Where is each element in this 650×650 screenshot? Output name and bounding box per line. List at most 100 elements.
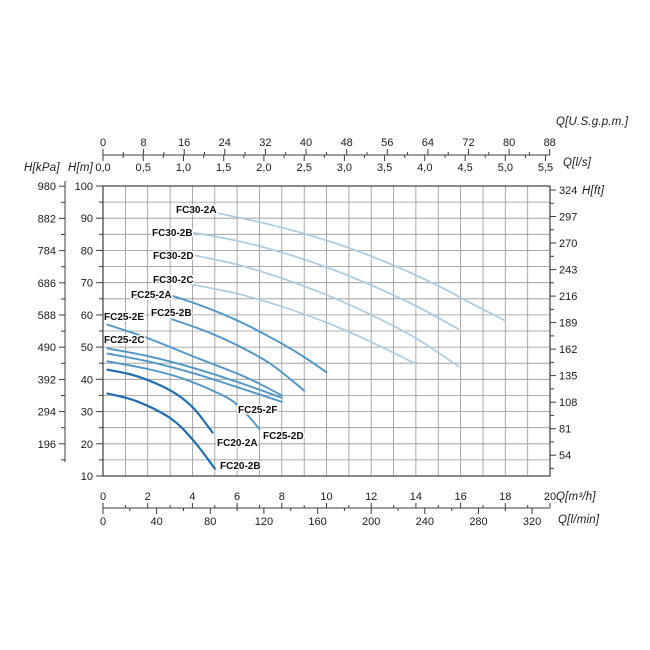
- tick-label: 0: [100, 491, 106, 503]
- tick-label: 980: [38, 181, 56, 193]
- tick-label: 14: [410, 491, 422, 503]
- tick-label: 16: [178, 137, 190, 149]
- tick-label: 280: [469, 516, 487, 528]
- tick-label: 5,5: [538, 162, 553, 174]
- tick-labels: 0 8 16 24 32 40 48 56 64 72 80 880,0 0,5 1,0 1,5 2,0 2,5…: [38, 137, 578, 528]
- tick-label: 1,0: [176, 162, 191, 174]
- tick-label: 686: [38, 278, 56, 290]
- tick-label: 80: [81, 245, 93, 257]
- tick-label: 240: [416, 516, 434, 528]
- curve-label-FC20-2A: FC20-2A: [217, 438, 258, 449]
- curve-FC20-2B: [106, 392, 216, 470]
- tick-label: 243: [559, 265, 577, 277]
- tick-label: 320: [523, 516, 541, 528]
- axis-label-ft: H[ft]: [582, 185, 605, 197]
- curve-FC25-2D: [106, 360, 261, 430]
- curve-label-FC30-2D: FC30-2D: [153, 251, 194, 262]
- tick-label: 189: [559, 318, 577, 330]
- tick-label: 3,5: [377, 162, 392, 174]
- tick-label: 50: [81, 342, 93, 354]
- axis-label-kpa: H[kPa]: [24, 162, 60, 174]
- tick-label: 40: [150, 516, 162, 528]
- tick-label: 80: [503, 137, 515, 149]
- tick-label: 294: [38, 407, 56, 419]
- curve-FC25-2F: [106, 352, 283, 403]
- tick-label: 1,5: [216, 162, 231, 174]
- tick-label: 0,0: [95, 162, 110, 174]
- curve-label-FC20-2B: FC20-2B: [220, 461, 261, 472]
- tick-label: 490: [38, 342, 56, 354]
- tick-label: 108: [559, 397, 577, 409]
- tick-label: 324: [559, 185, 577, 197]
- tick-label: 54: [559, 450, 571, 462]
- curve-FC30-2D: [193, 254, 460, 368]
- tick-label: 10: [81, 471, 93, 483]
- tick-label: 64: [422, 137, 434, 149]
- tick-label: 196: [38, 439, 56, 451]
- tick-label: 18: [499, 491, 511, 503]
- curve-label-FC30-2B: FC30-2B: [152, 228, 193, 239]
- tick-label: 0,5: [136, 162, 151, 174]
- axis-label-m3h: Q[m³/h]: [556, 491, 596, 503]
- tick-label: 20: [544, 491, 556, 503]
- tick-label: 160: [308, 516, 326, 528]
- tick-label: 70: [81, 278, 93, 290]
- tick-label: 60: [81, 310, 93, 322]
- tick-label: 8: [141, 137, 147, 149]
- tick-label: 297: [559, 212, 577, 224]
- tick-label: 784: [38, 246, 56, 258]
- plot-border: [102, 185, 551, 477]
- curve-FC25-2C: [106, 347, 283, 399]
- curve-FC25-2E: [106, 323, 283, 397]
- tick-label: 32: [259, 137, 271, 149]
- curve-label-FC25-2D: FC25-2D: [263, 431, 304, 442]
- tick-label: 0: [100, 137, 106, 149]
- axis-label-lmin: Q[l/min]: [558, 514, 600, 526]
- tick-label: 81: [559, 424, 571, 436]
- tick-label: 12: [365, 491, 377, 503]
- tick-label: 588: [38, 310, 56, 322]
- tick-label: 24: [219, 137, 231, 149]
- tick-label: 56: [381, 137, 393, 149]
- curve-label-FC25-2A: FC25-2A: [131, 290, 172, 301]
- tick-label: 6: [234, 491, 240, 503]
- curve-labels: FC30-2A FC30-2B FC30-2D FC30-2C FC25-2A FC25-…: [103, 204, 306, 474]
- tick-label: 80: [204, 516, 216, 528]
- tick-label: 40: [81, 374, 93, 386]
- curve-FC30-2C: [191, 283, 417, 365]
- curve-label-FC25-2F: FC25-2F: [238, 405, 277, 416]
- tick-label: 20: [81, 439, 93, 451]
- curve-label-FC30-2C: FC30-2C: [153, 275, 194, 286]
- tick-label: 4: [189, 491, 195, 503]
- tick-label: 4,5: [457, 162, 472, 174]
- tick-label: 4,0: [417, 162, 432, 174]
- tick-label: 48: [341, 137, 353, 149]
- curve-label-FC25-2C: FC25-2C: [104, 335, 145, 346]
- tick-label: 5,0: [498, 162, 513, 174]
- tick-label: 162: [559, 344, 577, 356]
- tick-label: 72: [462, 137, 474, 149]
- tick-label: 2,5: [297, 162, 312, 174]
- tick-label: 10: [320, 491, 332, 503]
- tick-label: 882: [38, 213, 56, 225]
- curve-label-FC30-2A: FC30-2A: [176, 205, 217, 216]
- gridlines: [103, 186, 550, 476]
- tick-label: 200: [362, 516, 380, 528]
- axis-label-m: H[m]: [68, 162, 94, 174]
- tick-label: 3,0: [337, 162, 352, 174]
- tick-label: 2,0: [256, 162, 271, 174]
- curve-label-FC25-2E: FC25-2E: [104, 312, 144, 323]
- tick-label: 16: [454, 491, 466, 503]
- curve-FC25-2B: [171, 318, 306, 392]
- curve-label-FC25-2B: FC25-2B: [151, 308, 192, 319]
- curve-FC30-2A: [218, 212, 507, 322]
- tick-label: 30: [81, 407, 93, 419]
- tick-label: 216: [559, 291, 577, 303]
- tick-label: 120: [255, 516, 273, 528]
- tick-label: 40: [300, 137, 312, 149]
- axis-ticks: [59, 149, 556, 514]
- tick-label: 88: [544, 137, 556, 149]
- tick-label: 135: [559, 371, 577, 383]
